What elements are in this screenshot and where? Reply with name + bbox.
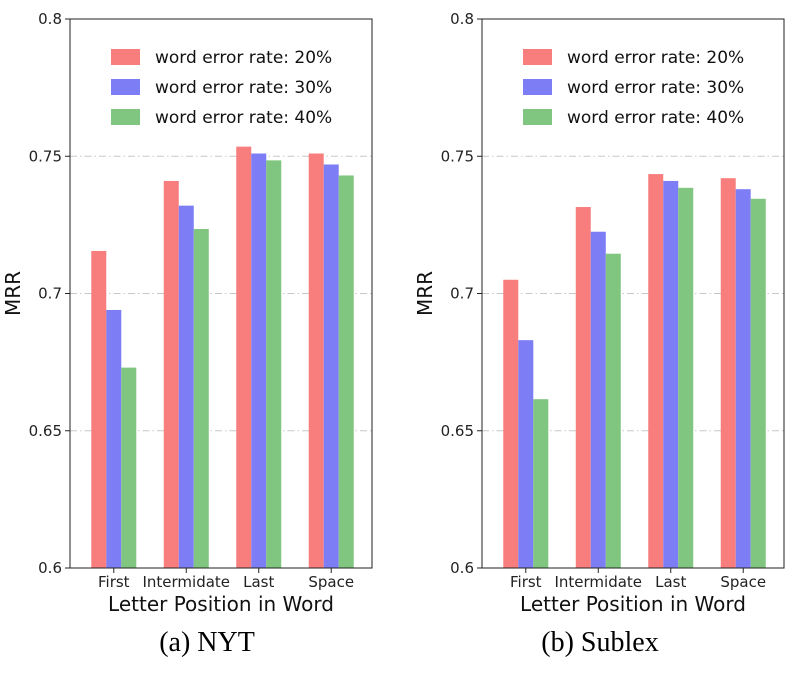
bar-last-series-1	[648, 174, 664, 568]
bar-intermidate-series-2	[590, 231, 606, 569]
bar-intermidate-series-3	[193, 228, 209, 568]
bar-space-series-2	[323, 164, 339, 569]
bar-first-series-3	[533, 399, 549, 568]
x-axis-label: Letter Position in Word	[520, 592, 746, 616]
x-tick-label-space: Space	[720, 573, 766, 591]
x-tick-label-intermidate: Intermidate	[554, 573, 642, 591]
legend-label: word error rate: 30%	[567, 78, 744, 98]
legend-swatch	[111, 49, 140, 65]
y-axis-label: MRR	[1, 271, 25, 316]
bar-last-series-3	[266, 160, 282, 568]
legend-label: word error rate: 40%	[567, 108, 744, 128]
x-tick-label-space: Space	[308, 573, 354, 591]
chart-panel-nyt: 0.6 0.65 0.7 0.75 0.8 First Intermidate Last Spa…	[1, 10, 373, 658]
bar-first-series-1	[503, 279, 519, 568]
legend-swatch	[523, 109, 552, 125]
bar-intermidate-series-3	[605, 253, 621, 568]
panel-caption: (b) Sublex	[541, 627, 658, 658]
y-tick-label: 0.75	[441, 147, 474, 165]
bar-last-series-2	[251, 153, 267, 568]
legend-swatch	[111, 109, 140, 125]
y-axis-label: MRR	[413, 271, 437, 316]
legend-label: word error rate: 30%	[155, 78, 332, 98]
x-axis-label: Letter Position in Word	[108, 592, 334, 616]
x-tick-label-first: First	[98, 573, 130, 591]
panel-caption: (a) NYT	[159, 627, 255, 658]
bar-space-series-1	[308, 153, 324, 568]
bar-space-series-2	[735, 189, 751, 568]
y-tick-label: 0.6	[450, 559, 474, 577]
bar-last-series-3	[678, 187, 694, 568]
bar-space-series-3	[338, 175, 354, 568]
bar-first-series-1	[91, 250, 107, 568]
y-tick-label: 0.7	[38, 285, 62, 303]
bar-space-series-3	[750, 198, 766, 569]
legend-swatch	[523, 49, 552, 65]
chart-panel-sublex: 0.6 0.65 0.7 0.75 0.8 First Intermidate Last Spa…	[413, 10, 785, 658]
legend-label: word error rate: 20%	[567, 48, 744, 68]
y-tick-label: 0.65	[441, 422, 474, 440]
x-tick-label-first: First	[510, 573, 542, 591]
bar-last-series-2	[663, 180, 679, 568]
y-tick-label: 0.75	[29, 147, 62, 165]
legend: word error rate: 20% word error rate: 30%…	[111, 48, 332, 128]
bar-first-series-3	[121, 367, 137, 568]
legend-label: word error rate: 20%	[155, 48, 332, 68]
bar-intermidate-series-2	[178, 205, 194, 568]
legend-swatch	[523, 79, 552, 95]
bar-intermidate-series-1	[163, 180, 179, 568]
y-tick-label: 0.6	[38, 559, 62, 577]
y-tick-label: 0.8	[450, 10, 474, 28]
y-tick-label: 0.8	[38, 10, 62, 28]
legend-swatch	[111, 79, 140, 95]
bar-intermidate-series-1	[575, 207, 591, 568]
bar-last-series-1	[236, 146, 252, 568]
y-tick-label: 0.7	[450, 285, 474, 303]
y-tick-label: 0.65	[29, 422, 62, 440]
legend-label: word error rate: 40%	[155, 108, 332, 128]
x-tick-label-intermidate: Intermidate	[142, 573, 230, 591]
bar-space-series-1	[720, 178, 736, 568]
bar-first-series-2	[518, 340, 534, 568]
bar-first-series-2	[106, 309, 122, 568]
legend: word error rate: 20% word error rate: 30%…	[523, 48, 744, 128]
x-tick-label-last: Last	[243, 573, 274, 591]
x-tick-label-last: Last	[655, 573, 686, 591]
